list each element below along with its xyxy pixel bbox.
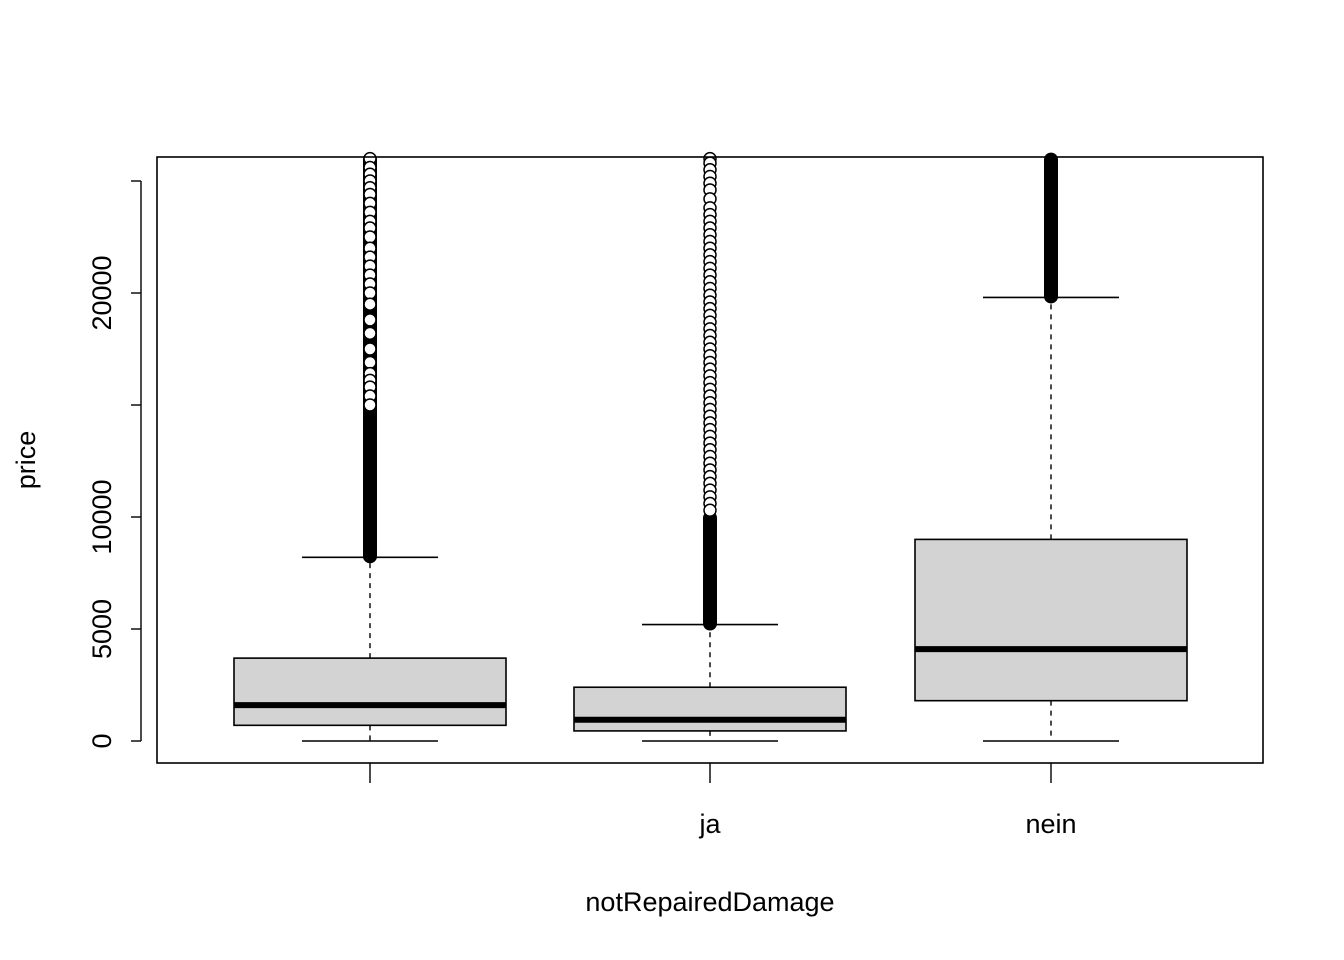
y-axis-label: price <box>11 431 41 490</box>
iqr-box <box>914 538 1188 702</box>
y-tick-label: 20000 <box>87 255 117 330</box>
y-tick-label: 0 <box>87 733 117 748</box>
outlier-cluster <box>1044 152 1058 304</box>
y-tick-label: 10000 <box>87 479 117 554</box>
x-axis: ja nein <box>369 763 1077 839</box>
outlier-point <box>363 313 377 327</box>
iqr-box <box>573 686 847 732</box>
outlier-cluster <box>703 511 717 631</box>
y-tick-label: 5000 <box>87 599 117 659</box>
outlier-point <box>363 297 377 311</box>
outlier-point <box>363 230 377 244</box>
x-tick-label: nein <box>1025 809 1076 839</box>
x-tick-label: ja <box>698 809 721 839</box>
box-group <box>914 152 1188 742</box>
outlier-cluster <box>363 399 377 564</box>
boxes-layer <box>233 151 1188 742</box>
box-group <box>573 151 847 742</box>
box-group <box>233 151 507 742</box>
iqr-box <box>233 657 507 727</box>
y-axis: 0 5000 10000 20000 <box>87 180 142 749</box>
outlier-point <box>703 503 717 518</box>
outlier-point <box>363 342 377 356</box>
outlier-point <box>363 398 377 412</box>
outlier-point <box>363 286 377 300</box>
x-axis-label: notRepairedDamage <box>585 887 834 917</box>
outlier-point <box>363 355 377 370</box>
outlier-point <box>363 326 377 341</box>
